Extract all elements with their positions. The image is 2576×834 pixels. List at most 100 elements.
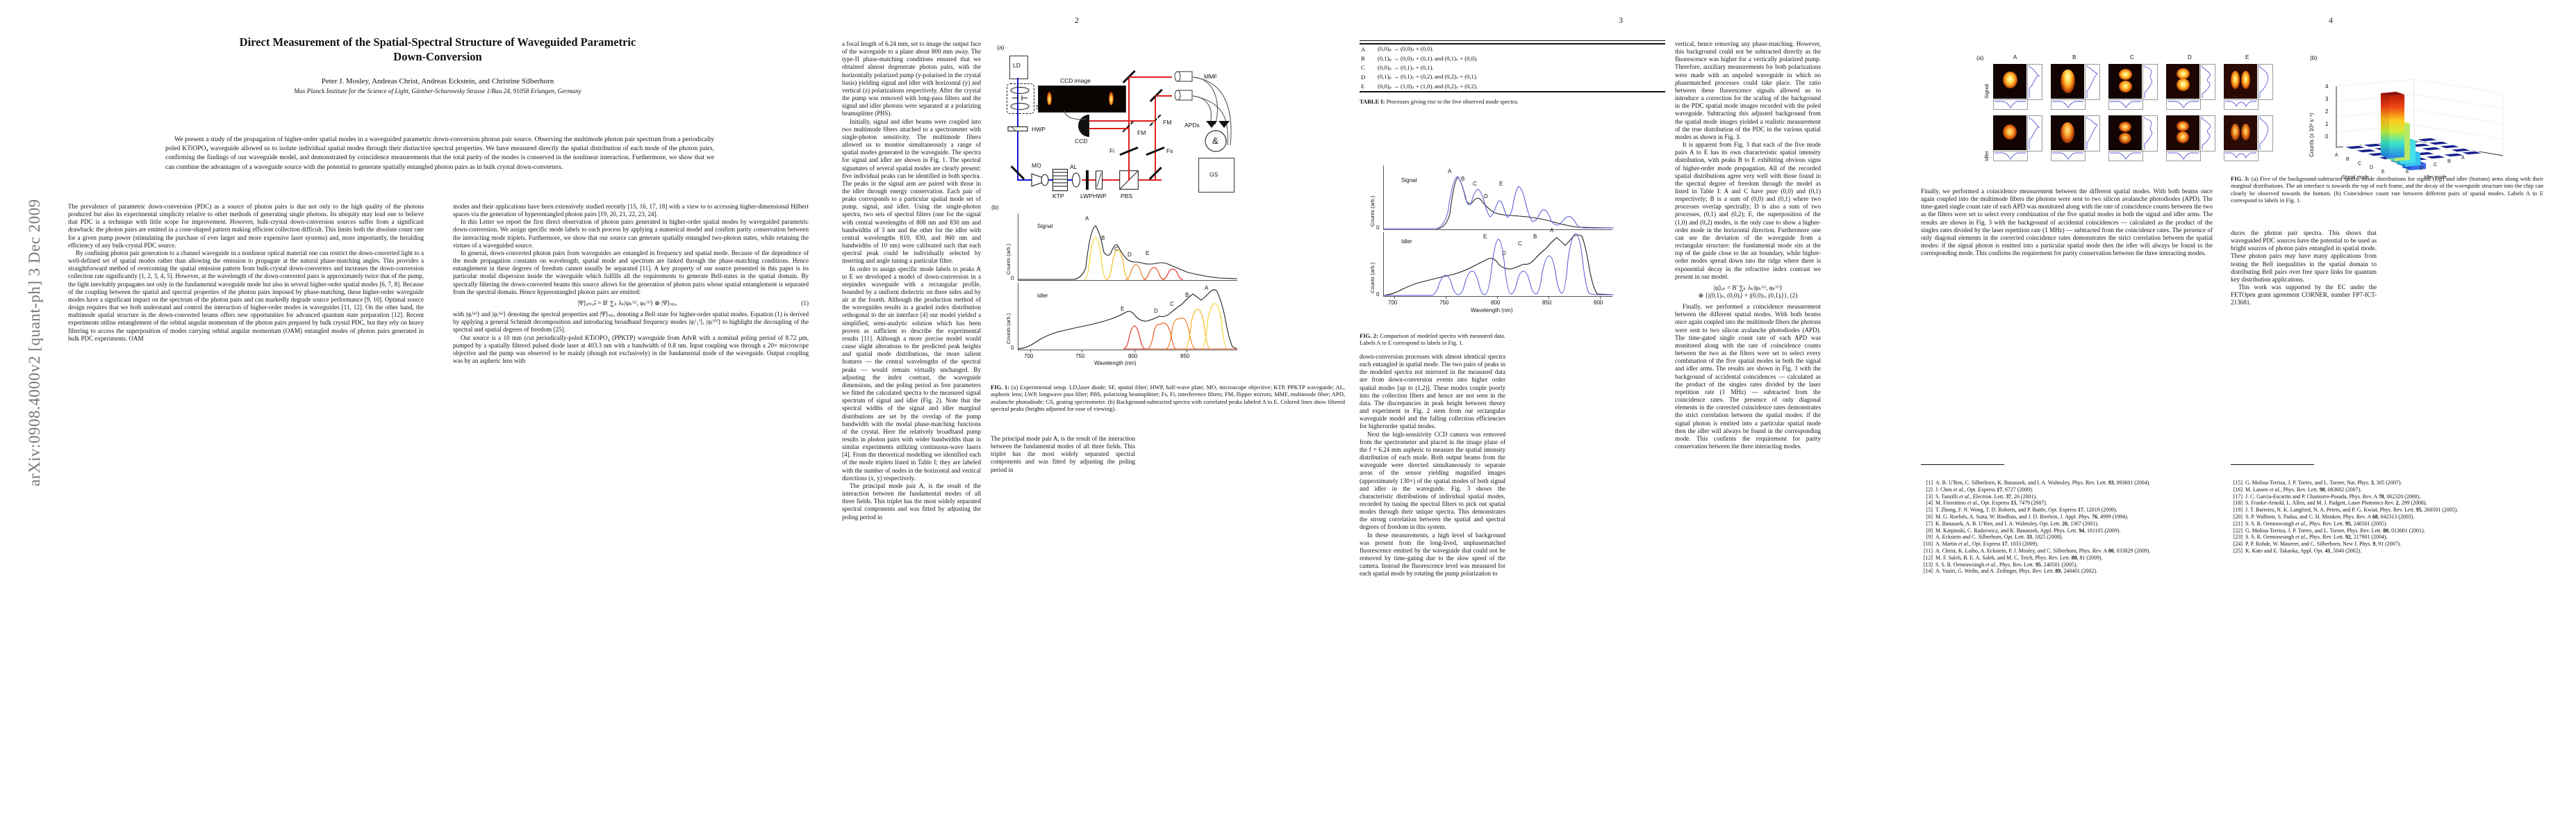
fig1b-idler-ann-C: C <box>1170 301 1174 307</box>
laser-diode-box <box>1009 56 1028 79</box>
abstract: We present a study of the propagation of… <box>165 135 714 172</box>
fig1b-idler-curves <box>1018 289 1237 350</box>
equation-1: |Ψ⟩ₑₙₜₐₙ⃗ = B' ∑ₖ λₖ|ψₖ⁽ˢ⁾, φₖ⁽ⁱ⁾⟩ ⊗ |Ψ⟩… <box>453 300 809 307</box>
fig2-signal-ann-D: D <box>1484 193 1488 199</box>
mode-lobe-upper <box>2119 69 2132 80</box>
reference-text: M. F. Saleh, B. E. A. Saleh, and M. C. T… <box>1935 554 2103 561</box>
longwave-pass-filter-label: LWP <box>1080 193 1093 199</box>
fig1b-xticklabel-700: 700 <box>1024 353 1034 359</box>
mode-marginal-vertical <box>2200 64 2215 100</box>
ccd-image-panel <box>1038 85 1126 113</box>
fig2-signal-ann-A: A <box>1448 168 1452 174</box>
fig2-signal-ann-B: B <box>1461 176 1465 182</box>
reference-text: S. Tanzilli et al., Electron. Lett. 37, … <box>1935 493 2037 500</box>
abstract-text: We present a study of the propagation of… <box>165 136 714 171</box>
paragraph: Our source is a 10 mm (cut periodically-… <box>453 334 809 364</box>
reference-number: [17] <box>2233 493 2243 500</box>
reference-item: [12] M. F. Saleh, B. E. A. Saleh, and M. … <box>1921 555 2213 562</box>
aspheric-lens-label: AL <box>1070 163 1078 170</box>
fig1b-signal-ann-D: D <box>1128 252 1132 258</box>
multimode-fibers <box>1192 76 1232 146</box>
mode-lobe-upper <box>2177 68 2190 79</box>
half-wave-plate-1-label: HWP <box>1032 126 1046 133</box>
longwave-pass-filter <box>1086 170 1089 190</box>
fig2-idler-curves <box>1383 233 1614 296</box>
mode-marginal-horizontal <box>2108 151 2143 161</box>
reference-number: [15] <box>2233 480 2243 486</box>
microscope-objective-label: MO <box>1032 162 1041 169</box>
fig2-idler-ann-D: D <box>1502 250 1506 256</box>
reference-text: A. B. U'Ren, C. Silberhorn, K. Banaszek,… <box>1935 480 2151 486</box>
mode-marginal-vertical <box>2258 64 2273 100</box>
mode-image <box>2224 115 2257 150</box>
fig2-idler-ann-B: B <box>1533 234 1537 240</box>
table-row-process: (0,0)ₚ → (0,1)ₛ + (0,1)ᵢ <box>1378 63 1433 71</box>
reference-number: [25] <box>2233 547 2243 554</box>
page1-column-1: The prevalence of parametric down-conver… <box>68 203 424 343</box>
page-4: 4 (a) A B C D E Signal Idler <box>1907 0 2553 834</box>
reference-number: [11] <box>1924 547 1933 554</box>
flipper-mirror-2-label: FM <box>1163 119 1172 126</box>
mode-lobe <box>2061 70 2075 93</box>
fig1b-xaxis-label: Wavelength (nm) <box>1094 360 1137 366</box>
page2-column-1: a focal length of 6.24 mm, set to image … <box>842 40 981 521</box>
coincidence-logic <box>1205 130 1227 152</box>
reference-number: [1] <box>1926 480 1933 486</box>
reference-text: K. Kato and E. Takaoka, Appl. Opt. 41, 5… <box>2245 547 2362 554</box>
reference-item: [2] J. Chen et al., Opt. Express 17, 6727… <box>1921 486 2213 493</box>
reference-number: [21] <box>2233 520 2243 527</box>
table-row-label: E <box>1361 83 1365 90</box>
reference-text: A. Vaziri, G. Weihs, and A. Zeilinger, P… <box>1935 568 2097 575</box>
fig3b-ycat-B: B <box>2447 159 2451 164</box>
fig1b-idler-plot: Counts (arb.) 0 Idler E D C B A 700 750 … <box>1005 283 1239 366</box>
signal-beam-to-coupler <box>1155 95 1172 97</box>
fig2-idler-ann-A: A <box>1550 227 1554 234</box>
figure-2-caption-text: Comparison of modeled spectra with measu… <box>1360 332 1505 347</box>
mode-marginal-vertical <box>2258 115 2273 152</box>
mode-marginal-horizontal <box>2224 99 2259 110</box>
fig3b-ycat-D: D <box>2420 166 2424 171</box>
fig2-signal-yaxis <box>1383 165 1385 229</box>
microscope-objective <box>1031 173 1049 187</box>
fig2-idler-zero-tick: 0 <box>1376 291 1380 297</box>
reference-text: M. Karpinski, C. Radzewicz, and K. Banas… <box>1935 527 2121 534</box>
figure-2-caption: FIG. 2: Comparison of modeled spectra wi… <box>1360 332 1505 347</box>
reference-item: [7] K. Banaszek, A. B. U'Ren, and I. A. W… <box>1921 521 2213 528</box>
fig3-col-label-B: B <box>2072 54 2077 60</box>
reference-number: [14] <box>1923 568 1933 575</box>
ccd-beam-2 <box>1089 128 1129 129</box>
paragraph: By confining photon pair generation to a… <box>68 249 424 342</box>
mode-lobe-right <box>2241 124 2250 140</box>
fig3b-xaxis-title: Signal mode <box>2342 175 2369 180</box>
equation-2-number: (2) <box>1790 292 1798 299</box>
paragraph: The principal mode pair A, is the result… <box>991 435 1135 473</box>
fig1b-signal-ann-A: A <box>1085 215 1089 222</box>
table-row-process: (0,0)ₚ → (1,0)ₛ + (1,0)ᵢ and (0,2)ₛ + (0… <box>1378 82 1478 90</box>
fig2-idler-xaxis <box>1383 296 1612 297</box>
figure-2-caption-label: FIG. 2: <box>1360 332 1378 339</box>
table-row-label: B <box>1361 55 1365 63</box>
table-1-caption-text: Processes giving rise to the five observ… <box>1386 97 1519 105</box>
half-wave-plate-2 <box>1096 170 1103 190</box>
mode-lobe-left <box>2231 71 2240 89</box>
fig1b-xticklabel-750: 750 <box>1075 353 1085 359</box>
fig1b-signal-series-label: Signal <box>1037 223 1053 229</box>
interference-filter-idler-label: Fi <box>1109 147 1115 154</box>
references-column-1: [1] A. B. U'Ren, C. Silberhorn, K. Banasz… <box>1921 480 2213 575</box>
fig2-xaxis-label: Wavelength (nm) <box>1471 307 1513 313</box>
table-1-caption: TABLE I: Processes giving rise to the fi… <box>1360 98 1665 105</box>
reference-text: S. P. Walborn, S. Padua, and C. H. Monke… <box>2245 513 2415 520</box>
reference-text: P. P. Rohde, W. Mauerer, and C. Silberho… <box>2245 541 2402 548</box>
reference-number: [4] <box>1926 500 1933 507</box>
figure-1a-panel-label: (a) <box>997 44 1005 51</box>
paragraph: vertical, hence removing any phase-match… <box>1675 40 1821 140</box>
affiliation: Max Planck Institute for the Science of … <box>294 88 581 95</box>
figure-3: (a) A B C D E Signal Idler <box>1921 38 2546 180</box>
fig2-signal-zero-tick: 0 <box>1376 224 1380 231</box>
reference-text: J. C. Garcia-Escartin and P. Chamorro-Po… <box>2245 493 2421 500</box>
fig3-col-label-E: E <box>2245 54 2249 60</box>
mode-lobe-upper <box>2177 121 2189 131</box>
reference-number: [20] <box>2233 513 2243 520</box>
paragraph: This work was supported by the EC under … <box>2231 284 2377 306</box>
